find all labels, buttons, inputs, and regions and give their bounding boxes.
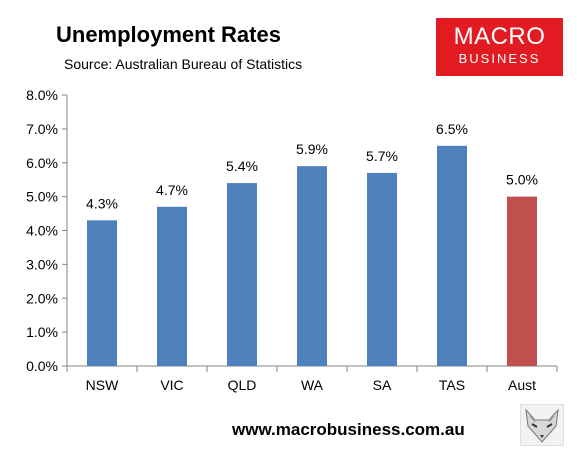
bar-chart: 0.0% 1.0% 2.0% 3.0% 4.0% 5.0% 6.0% 7.0% 8.0% 4.3%… xyxy=(26,87,558,393)
data-label: 6.5% xyxy=(436,121,468,137)
x-tick-label: WA xyxy=(301,377,324,393)
y-tick-label: 2.0% xyxy=(26,290,58,306)
data-label: 4.7% xyxy=(156,182,188,198)
bar-wa xyxy=(297,166,327,366)
x-tick-label: QLD xyxy=(228,377,257,393)
macro-business-logo: MACRO BUSINESS xyxy=(436,18,563,76)
y-tick-label: 3.0% xyxy=(26,256,58,272)
y-tick-label: 8.0% xyxy=(26,87,58,103)
y-tick-label: 0.0% xyxy=(26,358,58,374)
x-tick-label: Aust xyxy=(508,377,536,393)
y-tick-label: 7.0% xyxy=(26,121,58,137)
y-tick-label: 4.0% xyxy=(26,223,58,239)
data-label: 5.9% xyxy=(296,141,328,157)
logo-line-1: MACRO xyxy=(453,23,546,50)
x-tick-label: SA xyxy=(373,377,392,393)
data-label: 4.3% xyxy=(86,195,118,211)
data-label: 5.0% xyxy=(506,172,538,188)
y-tick-label: 5.0% xyxy=(26,189,58,205)
data-label: 5.4% xyxy=(226,158,258,174)
chart-subtitle: Source: Australian Bureau of Statistics xyxy=(64,56,303,72)
bar-aust xyxy=(507,196,537,366)
bar-nsw xyxy=(87,220,117,366)
bar-tas xyxy=(437,145,467,366)
x-tick-label: VIC xyxy=(160,377,183,393)
y-tick-label: 1.0% xyxy=(26,324,58,340)
x-tick-label: NSW xyxy=(86,377,119,393)
chart-title: Unemployment Rates xyxy=(56,22,281,47)
data-label: 5.7% xyxy=(366,148,398,164)
bar-vic xyxy=(157,206,187,366)
logo-line-2: BUSINESS xyxy=(458,51,541,66)
fox-icon xyxy=(520,404,564,446)
x-tick-label: TAS xyxy=(439,377,465,393)
bar-sa xyxy=(367,172,397,366)
y-tick-label: 6.0% xyxy=(26,155,58,171)
bar-qld xyxy=(227,183,257,366)
footer-url: www.macrobusiness.com.au xyxy=(232,420,465,439)
